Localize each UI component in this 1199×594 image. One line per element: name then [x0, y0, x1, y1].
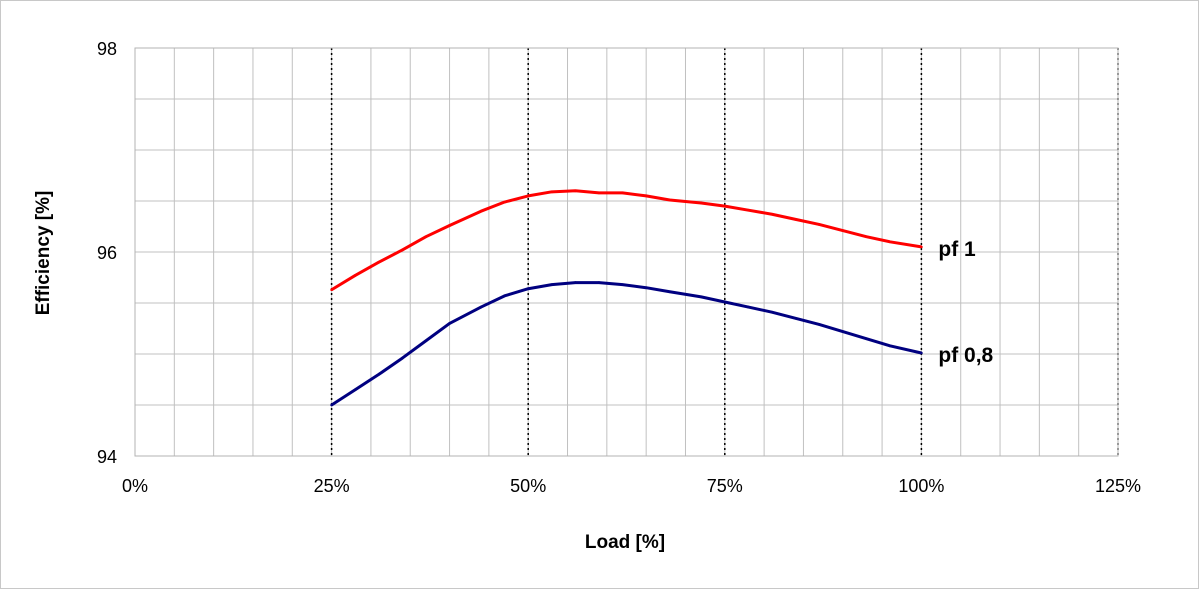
- series-layer: [330, 189, 923, 407]
- x-tick-label: 25%: [314, 476, 350, 496]
- series-label: pf 0,8: [938, 344, 993, 367]
- series-label: pf 1: [938, 238, 976, 261]
- data-point: [888, 240, 892, 244]
- data-point: [353, 274, 357, 277]
- tick-label-layer: 0% 25% 50% 75% 100% 125% 94 96 98: [97, 39, 1141, 496]
- y-tick-label: 94: [97, 447, 117, 467]
- data-point: [479, 209, 483, 213]
- data-point: [747, 208, 750, 212]
- data-point: [794, 218, 797, 221]
- x-tick-label: 75%: [707, 476, 743, 496]
- data-point: [597, 191, 601, 195]
- data-point: [699, 201, 703, 205]
- data-point: [424, 339, 428, 343]
- data-point: [503, 294, 506, 298]
- x-tick-label: 125%: [1095, 476, 1141, 496]
- data-point: [550, 190, 554, 194]
- x-tick-label: 100%: [898, 476, 944, 496]
- data-point: [817, 323, 821, 326]
- data-point: [424, 235, 428, 238]
- data-point: [644, 194, 648, 198]
- y-tick-label: 96: [97, 243, 117, 263]
- data-point: [377, 373, 381, 376]
- data-point: [668, 290, 672, 294]
- data-point: [920, 245, 923, 249]
- x-tick-label: 0%: [122, 476, 148, 496]
- data-point: [574, 281, 577, 284]
- data-point: [841, 229, 845, 232]
- data-point: [401, 356, 404, 360]
- data-point: [621, 283, 624, 286]
- data-point: [621, 191, 624, 195]
- data-point: [865, 337, 868, 341]
- data-point: [330, 288, 333, 292]
- data-point: [330, 403, 333, 407]
- data-point: [526, 287, 530, 291]
- y-axis-title: Efficiency [%]: [33, 191, 54, 316]
- data-point: [747, 305, 750, 309]
- data-point: [865, 235, 868, 238]
- x-axis-title: Load [%]: [585, 532, 665, 553]
- data-point: [377, 260, 381, 264]
- data-point: [699, 295, 703, 299]
- x-tick-label: 50%: [510, 476, 546, 496]
- y-tick-label: 98: [97, 39, 117, 59]
- data-point: [770, 212, 774, 216]
- data-point: [574, 189, 577, 193]
- data-point: [644, 286, 648, 290]
- data-point: [526, 194, 530, 198]
- data-point: [597, 281, 601, 284]
- data-point: [841, 330, 845, 333]
- data-point: [353, 388, 357, 392]
- data-point: [448, 224, 451, 227]
- plot-area-border: [134, 47, 1119, 457]
- data-point: [920, 351, 923, 355]
- data-point: [723, 204, 727, 208]
- data-point: [668, 198, 672, 202]
- data-point: [817, 223, 821, 226]
- data-point: [770, 310, 774, 314]
- data-point: [503, 200, 506, 204]
- label-layer: pf 1 pf 0,8: [938, 238, 993, 367]
- data-point: [794, 317, 797, 320]
- data-point: [479, 305, 483, 309]
- data-point: [448, 322, 451, 325]
- data-point: [888, 344, 892, 348]
- data-point: [550, 283, 554, 286]
- data-point: [401, 248, 404, 252]
- data-point: [723, 300, 727, 304]
- grid-layer: [134, 47, 1119, 457]
